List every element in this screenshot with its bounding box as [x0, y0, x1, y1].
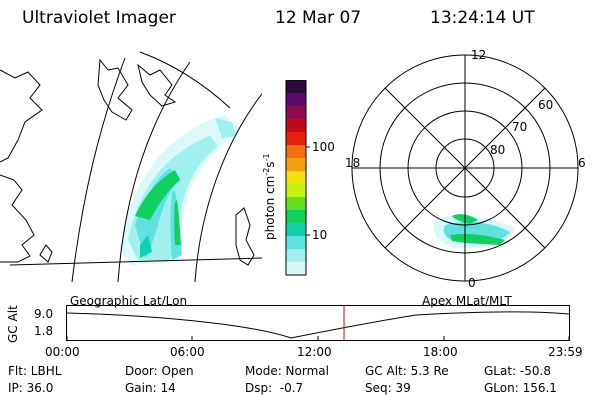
date-label: 12 Mar 07: [275, 8, 362, 28]
colorbar-tick-10: 10: [312, 228, 328, 242]
polar-mlt-6: 6: [578, 156, 586, 170]
geographic-label: Geographic Lat/Lon: [70, 294, 188, 308]
colorbar: [285, 80, 310, 276]
colorbar-stripe: [286, 210, 306, 224]
aurora-emission-polar: [433, 214, 515, 249]
colorbar-stripe: [286, 223, 306, 237]
colorbar-stripe: [286, 184, 306, 198]
polar-mlt-12: 12: [471, 48, 487, 62]
door-info: Door: Open: [125, 364, 194, 378]
colorbar-stripe: [286, 119, 306, 133]
colorbar-stripe: [286, 80, 306, 94]
polar-lat-80: 80: [490, 143, 506, 157]
colorbar-stripe: [286, 158, 306, 172]
app-title: Ultraviolet Imager: [22, 8, 176, 28]
polar-mlt-18: 18: [345, 156, 361, 170]
apex-label: Apex MLat/MLT: [422, 294, 512, 308]
polar-lat-60: 60: [538, 98, 554, 112]
altitude-curve: [66, 311, 570, 339]
polar-mlt-0: 0: [468, 276, 476, 290]
polar-lat-70: 70: [512, 120, 528, 134]
altitude-xtick-0: 00:00: [45, 345, 80, 359]
altitude-xtick-4: 23:59: [548, 345, 583, 359]
colorbar-stripe: [286, 106, 306, 120]
colorbar-stripe: [286, 262, 306, 276]
colorbar-stripe: [286, 197, 306, 211]
colorbar-unit-label: photon cm-2s-1: [262, 153, 277, 240]
coastlines: [0, 58, 255, 266]
polar-plot: [351, 54, 579, 282]
filter-info: Flt: LBHL: [8, 364, 62, 378]
geographic-map: [0, 51, 262, 282]
gain-info: Gain: 14: [125, 381, 176, 395]
seq-info: Seq: 39: [365, 381, 411, 395]
colorbar-stripe: [286, 171, 306, 185]
colorbar-stripe: [286, 132, 306, 146]
altitude-ylabel: GC Alt: [6, 305, 20, 343]
time-label: 13:24:14 UT: [430, 8, 535, 28]
glon-info: GLon: 156.1: [484, 381, 557, 395]
mode-info: Mode: Normal: [245, 364, 329, 378]
colorbar-tick-100: 100: [312, 140, 335, 154]
altitude-xtick-1: 06:00: [170, 345, 205, 359]
dsp-info: Dsp: -0.7: [245, 381, 304, 395]
gc-alt-info: GC Alt: 5.3 Re: [365, 364, 449, 378]
altitude-plot: [66, 305, 570, 341]
glat-info: GLat: -50.8: [484, 364, 551, 378]
altitude-ytick-low: 1.8: [34, 324, 54, 338]
colorbar-stripe: [286, 145, 306, 159]
ip-info: IP: 36.0: [8, 381, 54, 395]
aurora-emission-geographic: [120, 115, 240, 265]
altitude-xtick-3: 18:00: [423, 345, 458, 359]
colorbar-stripe: [286, 93, 306, 107]
geographic-grid: [9, 51, 262, 282]
polar-grid: [351, 54, 579, 282]
colorbar-stripe: [286, 236, 306, 250]
altitude-xtick-2: 12:00: [297, 345, 332, 359]
altitude-ytick-high: 9.0: [34, 307, 54, 321]
colorbar-gradient: [286, 80, 306, 276]
colorbar-stripe: [286, 249, 306, 263]
